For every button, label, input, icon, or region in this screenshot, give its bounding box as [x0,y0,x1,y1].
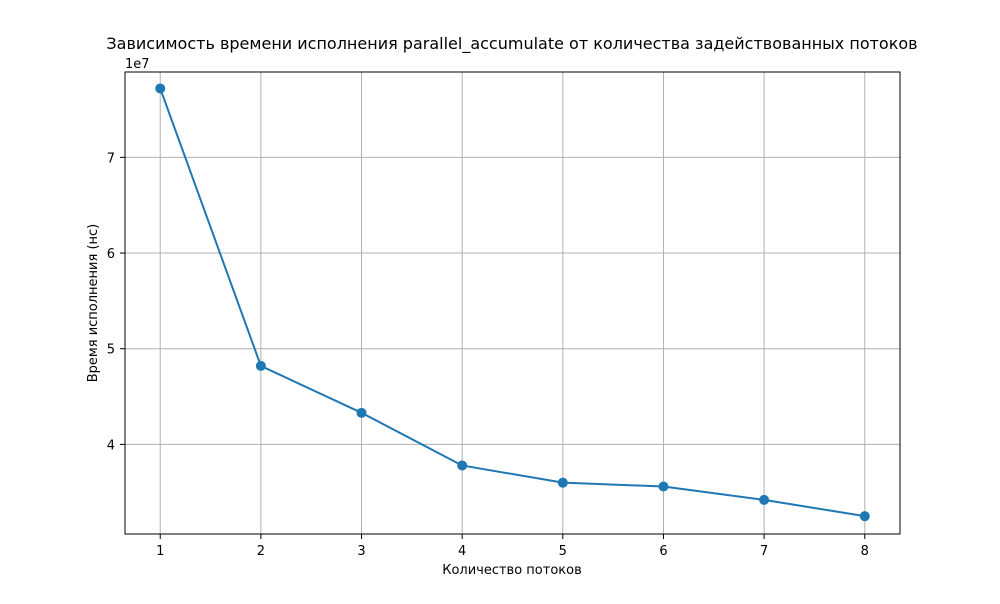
x-axis-label: Количество потоков [442,563,582,578]
data-point [557,477,568,488]
y-axis-label: Время исполнения (нс) [86,224,101,382]
x-tick-label: 8 [861,544,869,559]
chart-title: Зависимость времени исполнения parallel_… [106,34,917,54]
x-tick-label: 7 [760,544,768,559]
x-tick-label: 5 [559,544,567,559]
y-tick-label: 7 [107,151,115,166]
y-tick-label: 5 [107,343,115,358]
x-tick-label: 2 [257,544,265,559]
y-tick-label: 6 [107,247,115,262]
x-tick-label: 4 [458,544,466,559]
axes-frame [124,71,901,535]
series-layer [155,83,870,522]
y-axis-offset-label: 1e7 [125,57,150,72]
data-point [255,360,266,371]
data-point [356,407,367,418]
x-tick-label: 1 [156,544,164,559]
x-tick-label: 3 [357,544,365,559]
ticks: 1 2 3 4 5 6 7 8 4 5 6 7 [107,151,869,559]
y-tick-label: 4 [107,438,115,453]
data-point [155,83,166,94]
grid-lines [125,72,900,534]
data-point [759,494,770,505]
data-point [859,511,870,522]
data-point [658,481,669,492]
data-point [457,460,468,471]
series-line [159,88,865,518]
x-tick-label: 6 [659,544,667,559]
